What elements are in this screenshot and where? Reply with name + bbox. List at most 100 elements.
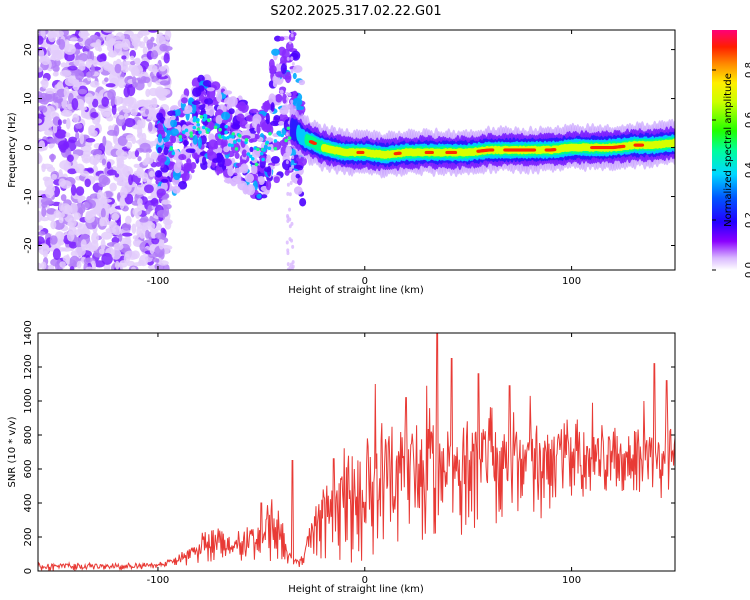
heatmap-blob xyxy=(285,41,294,52)
heatmap-blob xyxy=(282,93,288,104)
heatmap-blob xyxy=(112,225,122,236)
heatmap-blob xyxy=(245,114,255,122)
heatmap-blob xyxy=(54,59,61,67)
heatmap-blob xyxy=(172,185,181,194)
heatmap-blob xyxy=(155,258,160,264)
heatmap-blob xyxy=(284,138,288,143)
x-tick-label: -100 xyxy=(147,276,170,287)
heatmap-blob xyxy=(59,180,72,189)
ridge-peak-blob xyxy=(397,151,402,155)
heatmap-blob xyxy=(198,85,205,92)
heatmap-blob xyxy=(77,88,88,95)
heatmap-blob xyxy=(131,223,137,234)
heatmap-blob xyxy=(76,260,82,269)
y-tick-label: 0 xyxy=(23,568,34,574)
colorbar-ticks: 0.0 0.2 0.4 0.6 0.8 xyxy=(712,62,750,278)
heatmap-blob xyxy=(134,57,141,65)
y-tick-label: 600 xyxy=(23,459,34,478)
heatmap-blob xyxy=(285,132,289,137)
heatmap-blob xyxy=(133,163,140,169)
heatmap-blob xyxy=(126,150,133,160)
heatmap-blob xyxy=(189,131,193,135)
heatmap-blob xyxy=(253,146,257,150)
heatmap-blob xyxy=(177,180,188,190)
heatmap-blob xyxy=(67,168,77,175)
heatmap-blob xyxy=(181,130,186,134)
heatmap-blob xyxy=(96,95,103,102)
heatmap-blob xyxy=(262,148,266,153)
heatmap-blob xyxy=(268,131,272,136)
heatmap-blob xyxy=(133,42,138,51)
heatmap-blob xyxy=(196,118,200,122)
heatmap-blob xyxy=(132,238,142,247)
heatmap-blob xyxy=(292,19,299,24)
heatmap-blob xyxy=(248,154,253,159)
heatmap-blob xyxy=(270,156,280,164)
heatmap-blob xyxy=(74,246,86,257)
heatmap-blob xyxy=(295,156,303,162)
heatmap-blob xyxy=(130,105,138,117)
snr-frame xyxy=(37,332,676,572)
heatmap-blob xyxy=(192,125,197,130)
heatmap-blob xyxy=(85,138,96,143)
spectrogram-x-ticks: -100 0 100 xyxy=(147,30,581,287)
colorbar-tick-label: 0.0 xyxy=(744,262,750,278)
heatmap-blob xyxy=(282,159,292,171)
heatmap-blob xyxy=(132,235,139,240)
spectrogram-frame xyxy=(37,29,676,271)
heatmap-blob xyxy=(245,123,252,129)
heatmap-blob xyxy=(148,121,153,132)
heatmap-blob xyxy=(132,207,142,217)
heatmap-blob xyxy=(203,114,208,118)
heatmap-blob xyxy=(67,65,78,71)
heatmap-blob xyxy=(113,242,124,251)
heatmap-blob xyxy=(130,33,141,44)
heatmap-blob xyxy=(186,158,192,166)
heatmap-blob xyxy=(123,86,131,98)
heatmap-blob xyxy=(60,109,73,117)
spectrogram-x-axis-title: Height of straight line (km) xyxy=(288,285,424,296)
heatmap-blob xyxy=(279,36,285,42)
heatmap-blob xyxy=(49,235,58,245)
heatmap-blob xyxy=(121,55,127,60)
heatmap-blob xyxy=(147,64,158,72)
heatmap-blob xyxy=(149,111,156,117)
heatmap-blob xyxy=(75,123,83,129)
heatmap-blob xyxy=(285,96,289,101)
heatmap-blob xyxy=(106,44,114,52)
heatmap-blob xyxy=(226,135,230,140)
heatmap-blob xyxy=(75,132,80,140)
heatmap-blob xyxy=(38,35,44,45)
heatmap-blob xyxy=(286,56,290,61)
heatmap-blob xyxy=(291,155,295,160)
heatmap-blob xyxy=(288,207,292,212)
heatmap-blob xyxy=(271,48,280,56)
heatmap-blob xyxy=(291,260,295,265)
heatmap-blob xyxy=(136,166,144,179)
heatmap-blob xyxy=(38,66,43,73)
heatmap-blob xyxy=(190,168,195,174)
heatmap-blob xyxy=(161,199,171,205)
heatmap-blob xyxy=(122,165,134,177)
heatmap-blob xyxy=(290,30,294,34)
heatmap-blob xyxy=(298,79,306,86)
heatmap-blob xyxy=(119,260,128,268)
heatmap-blob xyxy=(147,205,153,212)
heatmap-blob xyxy=(115,260,120,270)
heatmap-blob xyxy=(38,152,41,164)
heatmap-blob xyxy=(46,166,56,173)
y-tick-label: 0 xyxy=(23,144,34,150)
x-tick-label: -100 xyxy=(147,575,170,586)
heatmap-blob xyxy=(118,115,125,120)
heatmap-blob xyxy=(94,41,101,52)
heatmap-blob xyxy=(60,194,67,202)
heatmap-blob xyxy=(76,37,84,42)
heatmap-blob xyxy=(124,117,136,128)
colorbar-label: Normalized spectral amplitude xyxy=(723,73,734,227)
heatmap-blob xyxy=(183,88,190,98)
heatmap-blob xyxy=(170,128,179,137)
heatmap-blob xyxy=(260,194,268,199)
heatmap-blob xyxy=(75,70,85,81)
y-tick-label: -10 xyxy=(23,188,34,204)
heatmap-blob xyxy=(286,262,290,267)
